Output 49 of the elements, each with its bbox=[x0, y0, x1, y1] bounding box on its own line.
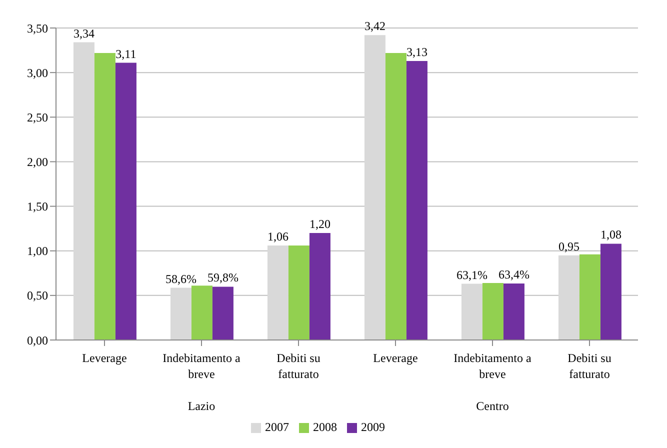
bar bbox=[212, 286, 234, 340]
data-label: 3,13 bbox=[406, 44, 428, 59]
x-tick-label: Indebitamento a breve bbox=[162, 351, 241, 381]
data-label: 59,8% bbox=[207, 270, 238, 285]
data-label: 63,4% bbox=[498, 267, 530, 282]
y-tick-label: 3,00 bbox=[27, 66, 48, 80]
x-tick-label: Debiti su fatturato bbox=[276, 351, 320, 381]
bar bbox=[406, 60, 428, 340]
y-tick-label: 2,50 bbox=[27, 110, 48, 124]
bar bbox=[364, 35, 386, 340]
bar bbox=[191, 286, 212, 340]
data-label: 3,34 bbox=[73, 26, 94, 40]
x-tick-label: Leverage bbox=[82, 351, 127, 365]
data-label: 1,08 bbox=[600, 228, 622, 242]
bar bbox=[115, 62, 136, 340]
bar bbox=[94, 52, 116, 340]
bar bbox=[73, 42, 94, 340]
text: Lazio bbox=[188, 399, 216, 413]
bar bbox=[288, 246, 310, 340]
legend-label: 2009 bbox=[361, 420, 385, 434]
x-tick-label: Indebitamento a breve bbox=[454, 351, 532, 381]
data-label: 3,42 bbox=[364, 19, 386, 34]
legend-label: 2007 bbox=[265, 420, 289, 434]
bar bbox=[482, 282, 504, 340]
text: Centro bbox=[476, 399, 509, 413]
legend-label: 2008 bbox=[313, 420, 337, 434]
y-tick-label: 0,00 bbox=[27, 333, 48, 348]
bar bbox=[267, 246, 288, 340]
bar bbox=[461, 284, 482, 340]
data-label: 58,6% bbox=[165, 272, 196, 286]
data-label: 1,06 bbox=[267, 230, 288, 244]
data-label: 0,95 bbox=[558, 239, 580, 254]
data-label: 3,11 bbox=[116, 46, 136, 61]
y-tick-label: 1,50 bbox=[27, 200, 48, 214]
bar bbox=[385, 52, 406, 340]
y-tick-label: 2,00 bbox=[27, 154, 48, 169]
bar bbox=[309, 233, 330, 340]
x-tick-label: Leverage bbox=[373, 351, 418, 365]
bar bbox=[600, 244, 622, 340]
bar bbox=[558, 255, 580, 340]
y-tick-label: 1,00 bbox=[27, 244, 48, 258]
bar bbox=[503, 283, 524, 340]
y-tick-label: 3,50 bbox=[27, 21, 48, 36]
y-tick-label: 0,50 bbox=[27, 288, 48, 303]
bar bbox=[579, 254, 600, 340]
bar bbox=[170, 288, 192, 340]
data-label: 1,20 bbox=[309, 217, 330, 232]
x-tick-label: Debiti su fatturato bbox=[568, 351, 612, 381]
data-label: 63,1% bbox=[456, 268, 488, 282]
